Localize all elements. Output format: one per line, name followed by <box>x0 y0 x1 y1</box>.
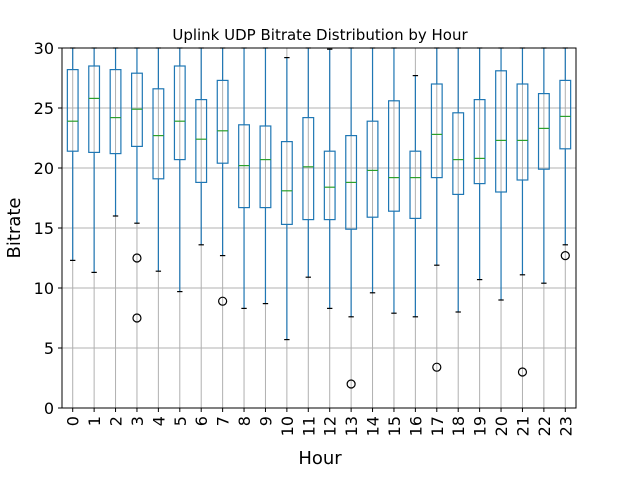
x-tick-label: 19 <box>471 416 490 436</box>
x-tick-label: 4 <box>149 416 168 426</box>
outlier-point <box>432 362 442 372</box>
x-tick-label: 9 <box>256 416 275 426</box>
outlier-point <box>132 313 142 323</box>
y-tick-label: 10 <box>34 279 54 298</box>
outlier-point <box>517 367 528 377</box>
x-tick-label: 21 <box>513 416 532 436</box>
x-tick-label: 16 <box>406 416 425 436</box>
x-tick-label: 18 <box>449 416 468 436</box>
iqr-box <box>366 120 379 218</box>
iqr-box <box>195 98 208 184</box>
box-hour-7 <box>216 47 229 306</box>
x-tick-label: 7 <box>214 416 233 426</box>
iqr-box <box>109 68 122 155</box>
box-hour-21 <box>516 47 529 377</box>
iqr-box <box>430 83 443 179</box>
x-tick-label: 15 <box>385 416 404 436</box>
iqr-box <box>88 65 101 154</box>
y-tick-label: 5 <box>44 339 54 358</box>
iqr-box <box>473 98 486 185</box>
x-tick-label: 11 <box>299 416 318 436</box>
iqr-box <box>216 79 229 164</box>
grid-layer <box>62 47 576 409</box>
x-tick-label: 2 <box>107 416 126 426</box>
box-hour-1 <box>88 47 101 273</box>
x-tick-label: 0 <box>64 416 83 426</box>
x-tick-label: 10 <box>278 416 297 436</box>
box-hour-12 <box>323 48 336 309</box>
iqr-box <box>323 150 336 221</box>
box-hour-18 <box>452 47 465 313</box>
x-tick-label: 6 <box>192 416 211 426</box>
y-tick-label: 30 <box>34 39 54 58</box>
x-tick-label: 13 <box>342 416 361 436</box>
iqr-box <box>409 150 422 219</box>
x-axis-label: Hour <box>298 448 342 469</box>
box-hour-14 <box>366 47 379 294</box>
y-tick-label: 15 <box>34 219 54 238</box>
box-hour-3 <box>131 47 143 323</box>
box-hour-10 <box>280 56 293 341</box>
box-hour-8 <box>238 47 250 309</box>
iqr-box <box>559 79 572 150</box>
box-hour-4 <box>152 47 165 272</box>
x-tick-label: 5 <box>171 416 190 426</box>
iqr-box <box>495 70 507 193</box>
x-tick-label: 12 <box>321 416 340 436</box>
iqr-box <box>452 112 465 196</box>
outlier-point <box>218 296 228 306</box>
y-tick-label: 20 <box>34 159 54 178</box>
iqr-box <box>388 100 400 212</box>
outlier-point <box>346 379 356 389</box>
x-tick-label: 22 <box>535 416 554 436</box>
box-hour-22 <box>537 47 550 284</box>
iqr-box <box>280 141 293 226</box>
box-hour-16 <box>409 74 422 318</box>
x-tick-label: 8 <box>235 416 254 426</box>
outlier-point <box>560 251 570 261</box>
outlier-point <box>132 253 142 263</box>
box-hour-19 <box>473 47 486 281</box>
iqr-box <box>259 125 272 209</box>
box-hour-17 <box>430 47 443 372</box>
iqr-box <box>66 68 79 152</box>
x-tick-label: 20 <box>492 416 511 436</box>
iqr-box <box>152 88 165 180</box>
x-tick-label: 14 <box>364 416 383 436</box>
y-tick-label: 25 <box>34 99 54 118</box>
y-axis-label: Bitrate <box>4 198 25 259</box>
box-hour-20 <box>495 47 507 301</box>
iqr-box <box>537 92 550 170</box>
x-tick-label: 17 <box>428 416 447 436</box>
chart-title: Uplink UDP Bitrate Distribution by Hour <box>172 26 468 44</box>
iqr-box <box>173 65 186 161</box>
iqr-box <box>516 83 529 181</box>
plot-frame <box>61 47 577 409</box>
iqr-box <box>238 124 250 209</box>
box-hour-11 <box>302 47 315 278</box>
box-hour-2 <box>109 47 122 217</box>
x-tick-label: 23 <box>556 416 575 436</box>
x-tick-label: 3 <box>128 416 147 426</box>
iqr-box <box>302 116 315 221</box>
box-layer <box>66 47 572 389</box>
y-tick-label: 0 <box>44 399 54 418</box>
x-tick-label: 1 <box>85 416 104 426</box>
